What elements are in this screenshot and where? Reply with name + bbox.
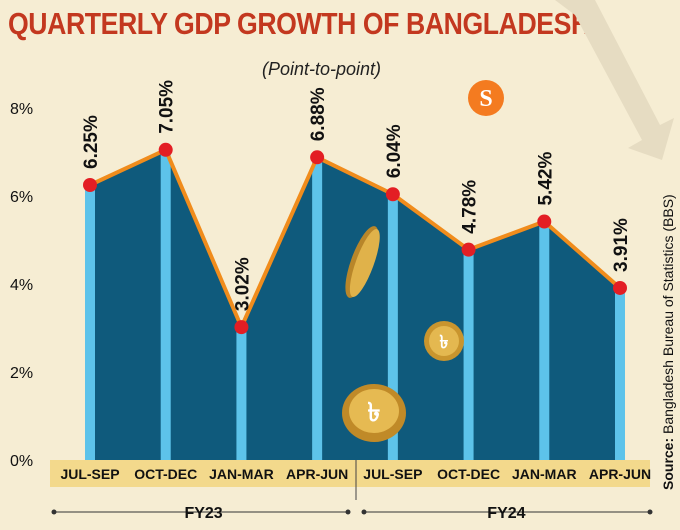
fiscal-year-label: FY23 (184, 505, 222, 522)
quarter-bar (312, 157, 323, 460)
quarter-bar (463, 249, 474, 460)
coin-icon: ৳ (342, 384, 406, 442)
growth-area (90, 149, 620, 461)
coin-icon: ৳ (424, 321, 464, 361)
x-tick-label: JAN-MAR (209, 466, 274, 482)
x-tick-label: OCT-DEC (134, 466, 197, 482)
x-tick-label: OCT-DEC (437, 466, 500, 482)
quarter-bar (85, 185, 95, 460)
fiscal-year-labels: FY23 FY24 (184, 505, 525, 522)
data-point (537, 214, 552, 229)
data-point (83, 178, 97, 192)
logo-circle (468, 80, 504, 116)
y-tick-label: 8% (10, 101, 33, 118)
data-label: 3.91% (611, 218, 632, 272)
x-tick-label: JUL-SEP (363, 466, 422, 482)
chart-title: QUARTERLY GDP GROWTH OF BANGLADESH (8, 6, 590, 41)
quarter-bars (85, 149, 625, 461)
data-labels: 6.25% 7.05% 3.02% 6.88% 6.04% 4.78% 5.42% 3.91% (81, 80, 632, 311)
svg-text:৳: ৳ (440, 332, 449, 353)
y-tick-label: 6% (10, 189, 33, 206)
y-tick-label: 4% (10, 277, 33, 294)
growth-line (89, 147, 622, 330)
logo-letter: S (479, 86, 492, 112)
source-label: Source: (660, 437, 676, 490)
coin-icon (345, 226, 380, 298)
data-label: 5.42% (535, 152, 556, 206)
quarter-bar (387, 194, 398, 461)
x-tick-label: JUL-SEP (60, 466, 119, 482)
y-tick-label: 2% (10, 365, 33, 382)
x-axis-labels: JUL-SEP OCT-DEC JAN-MAR APR-JUN JUL-SEP OCT-D… (60, 466, 651, 482)
chart-subtitle: (Point-to-point) (262, 59, 382, 79)
x-tick-label: JAN-MAR (512, 466, 577, 482)
fiscal-year-label: FY24 (487, 505, 525, 522)
quarter-bar (236, 327, 247, 460)
data-label: 4.78% (460, 180, 481, 234)
data-point (158, 142, 173, 157)
quarter-bar (160, 149, 171, 461)
svg-text:৳: ৳ (368, 398, 381, 428)
source-text: Bangladesh Bureau of Statistics (BBS) (660, 194, 676, 434)
data-label: 3.02% (232, 257, 253, 311)
data-point (385, 187, 400, 202)
x-axis-band (50, 460, 650, 487)
data-point (234, 320, 249, 335)
data-label: 6.25% (81, 115, 102, 169)
x-tick-label: APR-JUN (286, 466, 348, 482)
data-point (461, 242, 476, 257)
data-markers (83, 142, 627, 335)
newspaper-logo: S (468, 80, 504, 116)
x-tick-label: APR-JUN (589, 466, 651, 482)
y-tick-label: 0% (10, 453, 33, 470)
source-note: Source: Bangladesh Bureau of Statistics … (660, 194, 676, 490)
data-point (613, 280, 627, 295)
data-point (310, 150, 325, 165)
data-label: 6.88% (308, 87, 329, 141)
quarter-bar (615, 287, 625, 460)
data-label: 7.05% (157, 80, 178, 134)
fy-baseline-dot (361, 509, 367, 515)
fy-baseline-dot (345, 509, 351, 515)
fy-baseline-dot (647, 509, 653, 515)
fy-baseline-dot (51, 509, 57, 515)
data-label: 6.04% (384, 124, 405, 178)
quarter-bar (539, 221, 550, 460)
y-axis: 0% 2% 4% 6% 8% (10, 101, 33, 470)
downtrend-arrow (555, 0, 674, 160)
